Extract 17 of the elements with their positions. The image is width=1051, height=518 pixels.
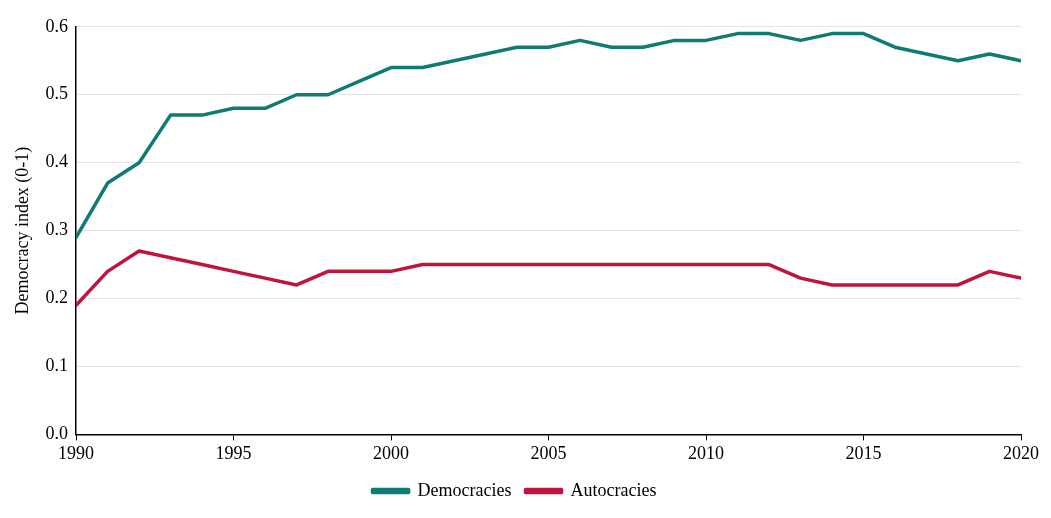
x-tick-label: 2010 [688, 442, 725, 463]
y-tick-label: 0.1 [45, 355, 69, 376]
x-tick-label: 1995 [215, 442, 252, 463]
y-tick-label: 0.5 [45, 83, 69, 104]
y-tick-label: 0.0 [45, 423, 69, 444]
x-tick-label: 2000 [373, 442, 410, 463]
y-axis-title: Democracy index (0-1) [11, 146, 33, 315]
y-tick-label: 0.4 [45, 151, 69, 172]
y-tick-label: 0.2 [45, 287, 69, 308]
x-tick-label: 2020 [1003, 442, 1039, 463]
legend-label: Democracies [417, 479, 512, 500]
x-tick-label: 1990 [58, 442, 95, 463]
legend-label: Autocracies [570, 479, 657, 500]
y-tick-label: 0.6 [45, 15, 69, 36]
x-tick-label: 2005 [530, 442, 567, 463]
y-tick-label: 0.3 [45, 219, 69, 240]
x-tick-label: 2015 [845, 442, 882, 463]
